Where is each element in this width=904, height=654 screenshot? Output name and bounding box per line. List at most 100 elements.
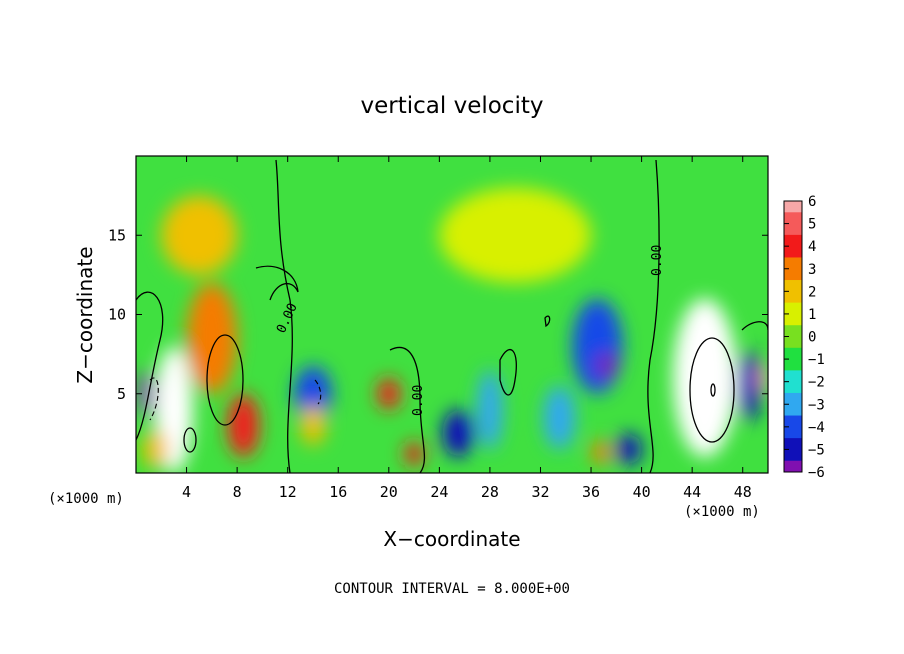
colorbar-swatch (784, 280, 802, 292)
colorbar-swatch (784, 212, 802, 225)
x-tick-label: 24 (430, 483, 448, 501)
contour-label: 0.00 (650, 245, 665, 276)
contour-loop (710, 383, 716, 397)
colorbar-swatch (784, 234, 802, 247)
x-unit-right: (×1000 m) (684, 504, 760, 520)
heatmap-cell (572, 298, 623, 394)
colorbar-swatch (784, 325, 802, 337)
contour-line-negative (314, 379, 322, 405)
heatmap-cell (161, 195, 238, 275)
colorbar-swatch (784, 223, 802, 236)
colorbar-label: −6 (808, 465, 825, 481)
colorbar-label: −2 (808, 375, 825, 391)
x-tick-label: 32 (531, 483, 549, 501)
colorbar-label: −4 (808, 420, 825, 436)
y-tick-label: 15 (108, 226, 126, 244)
x-unit-left: (×1000 m) (48, 491, 124, 507)
colorbar-swatch (784, 268, 802, 281)
colorbar-swatch (784, 347, 802, 360)
heatmap-cell (439, 187, 592, 283)
contour-label: 0.00 (411, 385, 426, 416)
contour-loop (206, 334, 244, 426)
contour-line (275, 159, 293, 473)
heatmap-cell (477, 369, 503, 450)
heatmap-cell (757, 362, 768, 394)
x-tick-label: 12 (279, 483, 297, 501)
x-tick-label: 16 (329, 483, 347, 501)
x-tick-label: 48 (734, 483, 752, 501)
contour-lines (136, 159, 768, 473)
contour-line (389, 346, 426, 473)
x-tick-label: 4 (182, 483, 191, 501)
y-tick-label: 10 (108, 306, 126, 324)
y-axis-ticks: 5 10 15 (108, 226, 768, 403)
colorbar-label: 2 (808, 284, 816, 300)
contour-line (544, 315, 551, 328)
x-tick-label: 36 (582, 483, 600, 501)
contour-interval-note: CONTOUR INTERVAL = 8.000E+00 (334, 581, 570, 597)
heatmap-field (136, 156, 768, 473)
colorbar-swatch (784, 449, 802, 462)
heatmap-cell (300, 405, 326, 446)
x-axis-label: X−coordinate (383, 527, 520, 551)
colorbar-label: 0 (808, 330, 816, 346)
heatmap-cell (596, 353, 616, 378)
colorbar-swatch (784, 370, 802, 383)
x-tick-label: 20 (380, 483, 398, 501)
colorbar-swatch (784, 404, 802, 417)
heatmap-cell (737, 350, 761, 422)
colorbar-label: 4 (808, 239, 816, 255)
colorbar-swatch (784, 392, 802, 405)
contour-line (136, 291, 164, 441)
heatmap-cell (377, 377, 401, 410)
heatmap-cell (591, 440, 611, 465)
colorbar-swatch (784, 438, 802, 450)
contour-line (647, 159, 660, 473)
colorbar: 6 5 4 3 2 1 0 −1 −2 −3 −4 −5 −6 (783, 194, 825, 481)
heatmap-cell (294, 366, 332, 422)
contour-line (255, 265, 299, 301)
colorbar-label: 3 (808, 262, 816, 278)
chart-title: vertical velocity (361, 93, 544, 119)
x-tick-label: 44 (683, 483, 701, 501)
heatmap-cell (138, 369, 154, 418)
x-tick-label: 28 (481, 483, 499, 501)
heatmap-cell (616, 433, 642, 466)
colorbar-swatch (784, 381, 802, 394)
heatmap-cell (142, 429, 168, 470)
colorbar-swatch (784, 313, 802, 326)
colorbar-label: 6 (808, 194, 816, 210)
heatmap-cells (138, 187, 768, 473)
contour-line-negative (149, 377, 159, 421)
heatmap-cell (227, 393, 260, 458)
colorbar-label: −1 (808, 352, 825, 368)
colorbar-swatch (784, 426, 802, 439)
x-tick-label: 40 (633, 483, 651, 501)
colorbar-swatch (784, 246, 802, 258)
x-tick-label: 8 (233, 483, 242, 501)
colorbar-swatch (784, 359, 802, 371)
y-axis-label: Z−coordinate (73, 246, 97, 383)
colorbar-swatch (784, 257, 802, 270)
contour-loop (183, 427, 197, 453)
colorbar-swatch (784, 201, 802, 213)
heatmap-cell (543, 385, 576, 450)
y-tick-label: 5 (117, 385, 126, 403)
contour-loop (689, 337, 735, 443)
colorbar-swatch (784, 460, 802, 473)
colorbar-label: 1 (808, 307, 816, 323)
x-axis-ticks: 4 8 12 16 20 24 28 32 36 40 44 48 (182, 156, 752, 501)
contour-line (499, 348, 517, 396)
colorbar-label: −5 (808, 442, 825, 458)
heatmap-cell (186, 282, 238, 394)
colorbar-label: −3 (808, 397, 825, 413)
heatmap-cell (404, 442, 424, 466)
colorbar-swatch (784, 302, 802, 315)
colorbar-swatch (784, 336, 802, 349)
heatmap-cell (673, 298, 737, 458)
heatmap-cell (442, 409, 475, 458)
colorbar-swatch (784, 291, 802, 304)
colorbar-label: 5 (808, 217, 816, 233)
colorbar-swatch (784, 415, 802, 428)
